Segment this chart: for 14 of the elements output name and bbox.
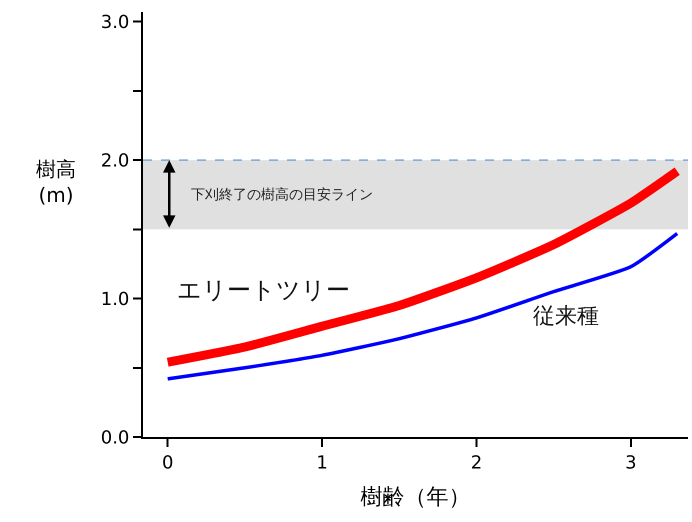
y-tick-label: 3.0 [100, 12, 130, 33]
x-axis-title: 樹齢（年） [360, 485, 470, 510]
x-tick-label: 1 [316, 452, 328, 474]
x-tick-label: 0 [162, 452, 174, 474]
y-tick-label: 0.0 [100, 427, 130, 448]
y-tick-label: 1.0 [100, 288, 130, 310]
x-tick-label: 2 [470, 452, 482, 474]
band-label: 下刈終了の樹高の目安ライン [191, 187, 373, 203]
series-label: 従来種 [533, 304, 599, 329]
series-label: エリートツリー [177, 276, 350, 304]
y-tick-label: 2.0 [100, 150, 130, 172]
y-axis-title: 樹高 (m) [36, 157, 76, 207]
x-tick-label: 3 [625, 452, 637, 474]
line-series [166, 232, 679, 381]
